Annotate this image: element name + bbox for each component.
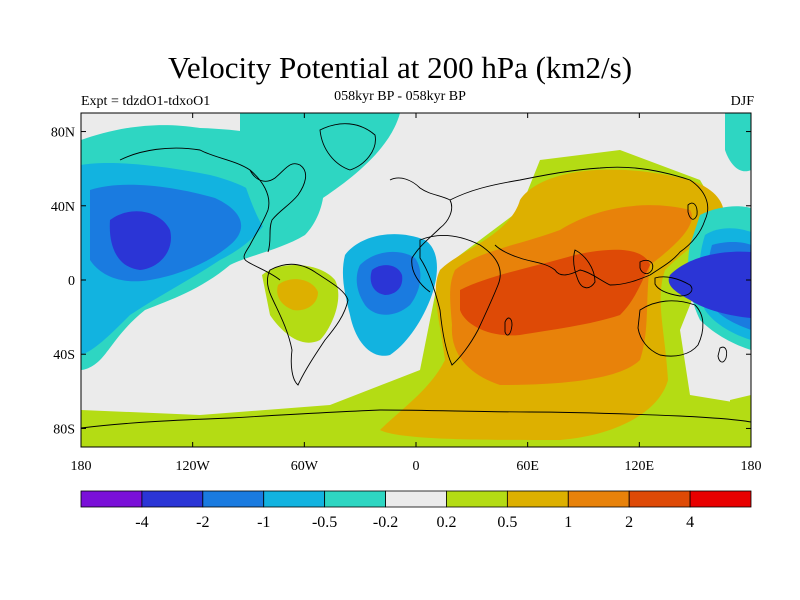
y-tick-label: 80S	[53, 422, 75, 437]
colorbar-swatch	[506, 490, 569, 508]
colorbar-label: -0.2	[373, 514, 398, 531]
colorbar-label: -0.5	[312, 514, 337, 531]
x-tick-label: 60W	[291, 459, 319, 474]
x-axis: 180 120W 60W 0 60E 120E 180	[71, 113, 762, 474]
chart-title: Velocity Potential at 200 hPa (km2/s)	[167, 50, 633, 85]
season-label: DJF	[730, 94, 754, 109]
x-tick-label: 0	[413, 459, 420, 474]
x-tick-label: 180	[71, 459, 92, 474]
colorbar-swatch	[446, 490, 508, 508]
colorbar-swatch	[324, 490, 386, 508]
colorbar-swatch	[80, 490, 143, 508]
x-tick-label: 180	[741, 459, 762, 474]
colorbar-swatch	[141, 490, 204, 508]
experiment-label: Expt = tdzdO1-tdxoO1	[81, 94, 211, 109]
x-tick-label: 120E	[625, 459, 655, 474]
y-tick-label: 80N	[51, 126, 75, 141]
colorbar-swatch	[263, 490, 326, 508]
x-tick-label: 60E	[516, 459, 539, 474]
x-tick-label: 120W	[176, 459, 211, 474]
colorbar-label: 1	[564, 514, 572, 531]
colorbar: -4 -2 -1 -0.5 -0.2 0.2 0.5 1 2 4	[80, 490, 752, 531]
y-tick-label: 0	[68, 274, 75, 289]
colorbar-label: -1	[257, 514, 270, 531]
colorbar-swatch	[567, 490, 630, 508]
colorbar-label: -4	[135, 514, 148, 531]
coastlines	[81, 123, 751, 429]
colorbar-label: 2	[625, 514, 633, 531]
y-tick-label: 40S	[53, 348, 75, 363]
colorbar-label: 0.5	[497, 514, 517, 531]
velocity-potential-field	[81, 113, 751, 447]
colorbar-swatch	[689, 490, 752, 508]
y-tick-label: 40N	[51, 200, 75, 215]
chart-subtitle: 058kyr BP - 058kyr BP	[334, 89, 466, 104]
colorbar-label: 0.2	[436, 514, 456, 531]
colorbar-swatch	[628, 490, 691, 508]
colorbar-swatch	[385, 490, 447, 508]
colorbar-label: -2	[196, 514, 209, 531]
colorbar-label: 4	[686, 514, 694, 531]
colorbar-swatch	[202, 490, 265, 508]
y-axis: 80N 40N 0 40S 80S	[51, 126, 751, 437]
